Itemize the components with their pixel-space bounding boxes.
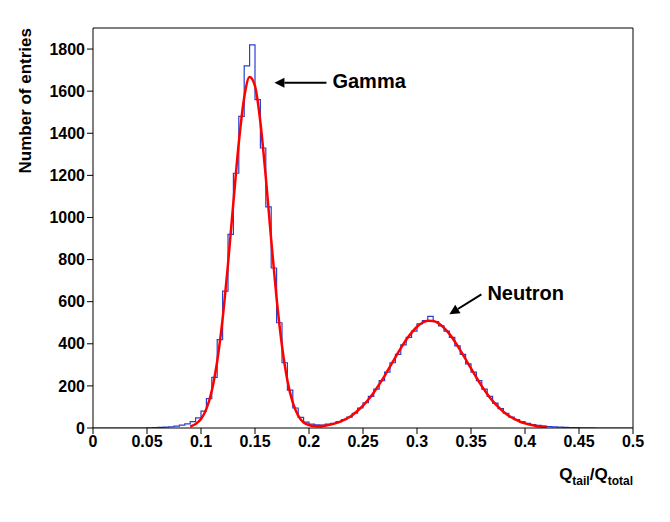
svg-text:1000: 1000 bbox=[49, 209, 85, 226]
svg-text:1400: 1400 bbox=[49, 125, 85, 142]
svg-text:0.2: 0.2 bbox=[298, 433, 320, 450]
svg-text:0: 0 bbox=[76, 420, 85, 437]
svg-text:1600: 1600 bbox=[49, 83, 85, 100]
svg-text:0.1: 0.1 bbox=[190, 433, 212, 450]
svg-text:1800: 1800 bbox=[49, 41, 85, 58]
svg-text:1200: 1200 bbox=[49, 167, 85, 184]
svg-text:0.4: 0.4 bbox=[514, 433, 536, 450]
svg-text:Neutron: Neutron bbox=[487, 282, 564, 304]
svg-text:0.25: 0.25 bbox=[347, 433, 378, 450]
svg-text:600: 600 bbox=[58, 293, 85, 310]
svg-text:Qtail/Qtotal: Qtail/Qtotal bbox=[559, 465, 633, 488]
svg-text:0.15: 0.15 bbox=[239, 433, 270, 450]
svg-text:0.3: 0.3 bbox=[406, 433, 428, 450]
svg-text:800: 800 bbox=[58, 251, 85, 268]
svg-text:0.5: 0.5 bbox=[622, 433, 644, 450]
svg-text:Gamma: Gamma bbox=[332, 70, 406, 92]
svg-text:0: 0 bbox=[89, 433, 98, 450]
svg-text:0.35: 0.35 bbox=[455, 433, 486, 450]
svg-text:0.05: 0.05 bbox=[131, 433, 162, 450]
svg-text:0.45: 0.45 bbox=[563, 433, 594, 450]
svg-text:400: 400 bbox=[58, 335, 85, 352]
svg-text:Number of entries: Number of entries bbox=[16, 28, 35, 173]
svg-text:200: 200 bbox=[58, 378, 85, 395]
